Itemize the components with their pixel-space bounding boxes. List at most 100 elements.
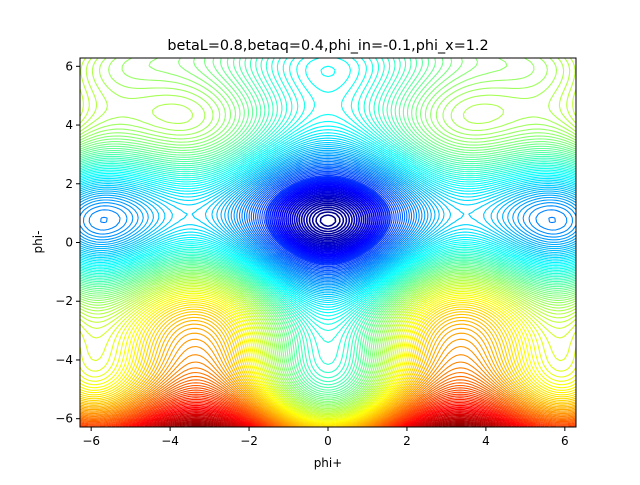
contour-level <box>248 165 408 276</box>
contour-level <box>80 287 576 418</box>
contour-level <box>303 202 353 239</box>
contour-level <box>80 58 576 412</box>
contour-level <box>110 397 546 427</box>
x-axis-label: phi+ <box>314 456 343 470</box>
x-tick-label: 0 <box>324 434 332 448</box>
contour-level <box>263 174 393 266</box>
y-tick-label: 4 <box>65 118 73 132</box>
contour-level <box>80 58 576 408</box>
contour-level <box>80 300 576 425</box>
contour-level <box>80 139 576 299</box>
contour-level <box>291 194 365 247</box>
contour-level <box>285 189 371 252</box>
contour-level <box>80 58 576 321</box>
contour-level <box>300 200 356 241</box>
contour-level <box>273 181 383 260</box>
contour-level <box>281 186 375 254</box>
contour-level <box>80 135 576 304</box>
contour-level <box>80 308 576 427</box>
contour-level <box>80 58 576 407</box>
x-tick-label: 6 <box>561 434 569 448</box>
contour-level <box>311 208 345 233</box>
contour-level <box>80 391 576 427</box>
contour-level <box>80 323 576 427</box>
x-tick-label: 2 <box>403 434 411 448</box>
y-tick-label: 0 <box>65 236 73 250</box>
contour-level <box>80 154 576 286</box>
contour-level <box>252 168 404 273</box>
contour-level <box>80 58 576 366</box>
contour-level <box>80 58 576 391</box>
plot-area <box>79 57 577 428</box>
contour-level <box>80 384 576 427</box>
contour-level <box>293 195 363 246</box>
y-tick-label: −2 <box>55 294 73 308</box>
contour-level <box>80 137 576 301</box>
contour-level <box>80 294 576 422</box>
y-tick-label: 2 <box>65 177 73 191</box>
contour-level <box>80 151 576 289</box>
contour-level <box>80 371 576 427</box>
x-tick-label: −6 <box>82 434 100 448</box>
contour-level <box>138 410 518 427</box>
contour-level <box>319 214 337 227</box>
contour-level <box>80 58 576 404</box>
contour-level <box>80 306 576 427</box>
contour-level <box>80 332 576 427</box>
contour-level <box>80 58 576 374</box>
contour-level <box>80 129 576 308</box>
contour-level <box>250 166 406 274</box>
contour-level <box>261 173 395 268</box>
contour-level <box>146 413 510 427</box>
contour-level <box>80 65 576 314</box>
contour-level <box>159 419 497 427</box>
chart-title: betaL=0.8,betaq=0.4,phi_in=-0.1,phi_x=1.… <box>167 38 488 54</box>
contour-level <box>80 286 576 417</box>
contour-level <box>80 291 576 420</box>
y-tick-label: −6 <box>55 412 73 426</box>
x-tick-label: −2 <box>240 434 258 448</box>
x-axis-ticks: −6 −4 −2 0 2 4 6 <box>82 427 569 448</box>
contour-level <box>289 192 367 249</box>
contour-level <box>80 338 576 427</box>
contour-level <box>80 58 576 413</box>
contour-level <box>114 398 542 427</box>
contour-level <box>80 382 576 427</box>
x-tick-label: 4 <box>482 434 490 448</box>
contour-level <box>271 180 385 261</box>
contour-level <box>80 58 576 393</box>
contour-level <box>306 204 350 237</box>
contour-level <box>269 178 387 262</box>
contour-level <box>80 395 576 427</box>
contour-level <box>80 58 576 399</box>
contour-level <box>127 404 529 427</box>
contour-level <box>80 367 576 427</box>
contour-lines <box>80 58 576 427</box>
contour-level <box>88 159 568 281</box>
contour-level <box>80 292 576 421</box>
contour-level <box>135 408 521 427</box>
contour-level <box>151 416 505 427</box>
contour-level <box>80 125 576 311</box>
contour-level <box>80 58 576 379</box>
y-tick-label: 6 <box>65 59 73 73</box>
contour-level <box>283 188 373 253</box>
contour-level <box>80 58 576 397</box>
contour-level <box>80 316 576 427</box>
contour-level <box>100 160 556 280</box>
contour-level <box>80 289 576 419</box>
contour-level <box>80 58 576 325</box>
contour-level <box>80 132 576 306</box>
contour-level <box>148 414 508 427</box>
contour-level <box>80 153 576 287</box>
contour-level <box>80 156 576 284</box>
contour-level <box>124 403 532 427</box>
contour-level <box>275 182 381 258</box>
contour-level <box>80 58 576 344</box>
contour-level <box>298 199 358 242</box>
contour-level <box>287 191 369 250</box>
contour-level <box>80 147 576 292</box>
contour-level <box>277 184 379 257</box>
